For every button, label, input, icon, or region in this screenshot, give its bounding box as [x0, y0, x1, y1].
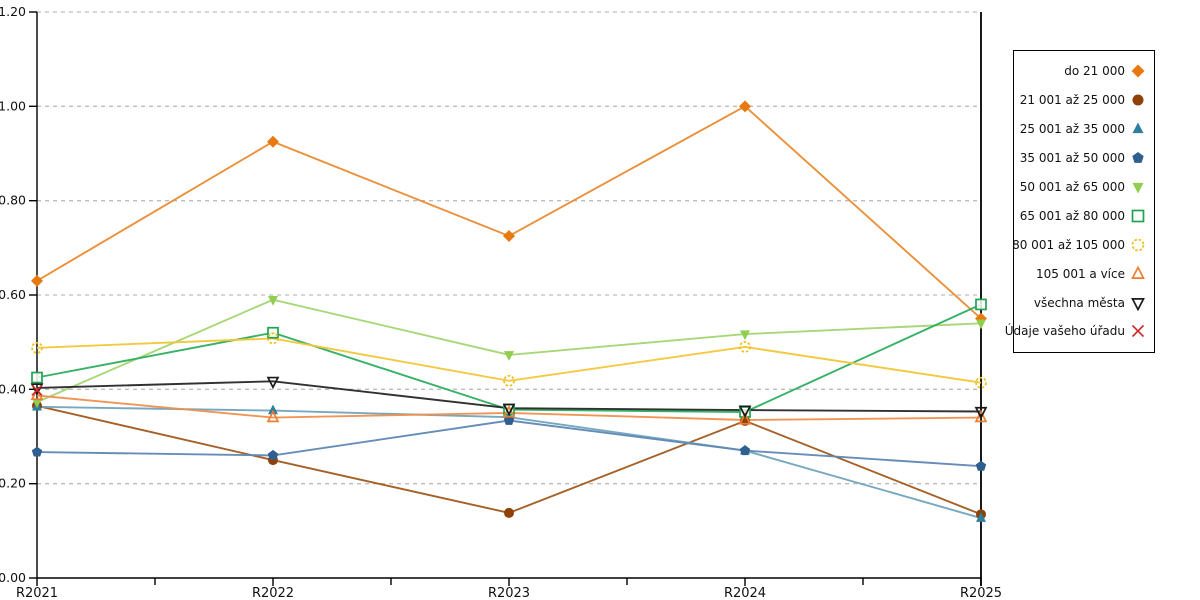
svg-text:0.80: 0.80: [0, 193, 26, 208]
legend-marker-pentagon-icon: [1132, 152, 1144, 164]
svg-text:R2022: R2022: [252, 586, 294, 600]
legend-item-label: do 21 000: [1064, 64, 1125, 79]
legend-item-label: 105 001 a více: [1035, 266, 1125, 281]
legend-item: 50 001 až 65 000: [1020, 176, 1146, 198]
svg-text:0.00: 0.00: [0, 570, 26, 585]
legend-item: 65 001 až 80 000: [1020, 205, 1146, 227]
svg-text:R2023: R2023: [488, 586, 530, 600]
legend-item: 21 001 až 25 000: [1020, 89, 1146, 111]
legend-item: všechna města: [1020, 292, 1146, 314]
svg-text:R2021: R2021: [16, 586, 58, 600]
legend: do 21 000 21 001 až 25 000 25 001 až 35 00…: [1005, 50, 1155, 353]
svg-text:0.40: 0.40: [0, 381, 26, 396]
legend-marker-x-cross-icon: [1131, 325, 1145, 338]
legend-marker-circle-open-dashed-icon: [1131, 238, 1145, 252]
legend-item-label: Údaje vašeho úřadu: [1004, 324, 1125, 339]
legend-item-label: 21 001 až 25 000: [1019, 93, 1125, 108]
svg-text:R2025: R2025: [960, 586, 1002, 600]
legend-item: Údaje vašeho úřadu: [1005, 320, 1146, 342]
legend-item: do 21 000: [1020, 60, 1146, 82]
legend-item-label: 50 001 až 65 000: [1019, 180, 1125, 194]
legend-marker-square-open-icon: [1131, 209, 1145, 223]
legend-item: 25 001 až 35 000: [1020, 118, 1146, 140]
legend-item: 35 001 až 50 000: [1020, 147, 1146, 169]
legend-item-label: 80 001 až 105 000: [1012, 237, 1125, 252]
legend-marker-triangle-down-icon: [1132, 182, 1144, 194]
svg-text:1.20: 1.20: [0, 4, 26, 19]
svg-text:0.20: 0.20: [0, 476, 26, 491]
legend-marker-triangle-up-open-icon: [1131, 265, 1145, 279]
legend-marker-triangle-down-open-icon: [1131, 297, 1145, 311]
svg-text:R2024: R2024: [724, 586, 766, 600]
legend-marker-diamond-icon: [1131, 64, 1145, 78]
legend-item-label: 25 001 až 35 000: [1019, 122, 1125, 137]
legend-item: 80 001 až 105 000: [1012, 234, 1146, 256]
legend-item: 105 001 a více: [1020, 263, 1146, 285]
legend-item-label: 65 001 až 80 000: [1019, 208, 1125, 223]
legend-marker-circle-icon: [1132, 94, 1144, 106]
svg-text:1.00: 1.00: [0, 98, 26, 113]
legend-item-label: 35 001 až 50 000: [1019, 151, 1125, 166]
legend-item-label: všechna města: [1033, 295, 1125, 310]
legend-marker-triangle-up-icon: [1132, 122, 1144, 134]
svg-text:0.60: 0.60: [0, 287, 26, 302]
